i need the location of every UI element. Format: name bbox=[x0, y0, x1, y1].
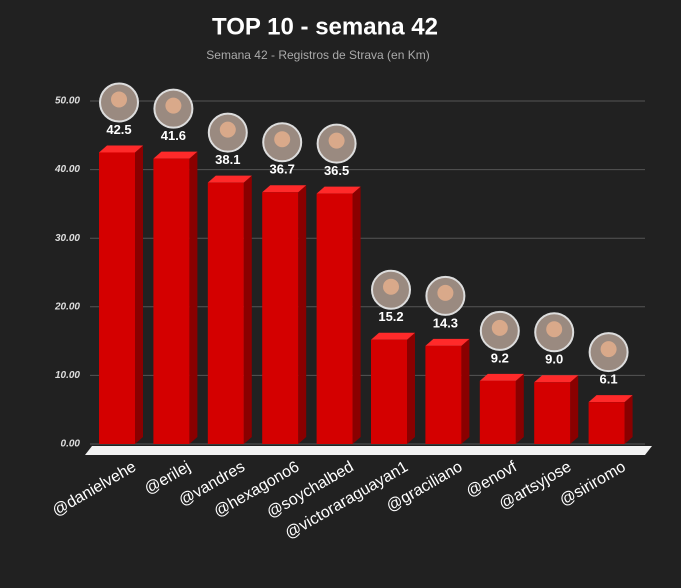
bar bbox=[479, 380, 516, 444]
bar bbox=[262, 192, 299, 444]
y-tick-label: 50.00 bbox=[55, 96, 80, 107]
bar-top bbox=[99, 145, 143, 153]
value-label: 42.5 bbox=[106, 122, 131, 137]
value-label: 38.1 bbox=[215, 152, 240, 167]
chart-subtitle: Semana 42 - Registros de Strava (en Km) bbox=[206, 48, 429, 62]
value-label: 9.0 bbox=[545, 352, 563, 367]
bar bbox=[371, 339, 407, 444]
bar-side bbox=[135, 145, 143, 444]
bar-top bbox=[588, 395, 633, 403]
bar bbox=[153, 158, 190, 444]
bar-side bbox=[189, 151, 198, 444]
chart-title: TOP 10 - semana 42 bbox=[212, 13, 438, 40]
bar bbox=[99, 152, 135, 444]
bar bbox=[425, 345, 462, 444]
bar-top bbox=[371, 332, 415, 340]
bar-top bbox=[534, 375, 579, 383]
bar bbox=[316, 193, 353, 444]
avatar-face bbox=[546, 321, 563, 338]
bar-side bbox=[352, 186, 361, 445]
bar-side bbox=[515, 373, 524, 444]
avatar-face bbox=[437, 284, 454, 301]
x-tick-label: @danielvehe bbox=[50, 458, 140, 520]
avatar-face bbox=[111, 91, 127, 108]
bar-top bbox=[207, 175, 252, 183]
value-label: 15.2 bbox=[378, 309, 403, 324]
bar-top bbox=[479, 373, 524, 381]
value-label: 41.6 bbox=[161, 128, 186, 143]
floor bbox=[85, 446, 652, 455]
bar bbox=[534, 382, 571, 444]
bar-side bbox=[407, 332, 415, 444]
bar-top bbox=[153, 151, 198, 159]
bar-top bbox=[262, 185, 307, 193]
avatar-face bbox=[274, 131, 291, 148]
bar-side bbox=[624, 395, 633, 444]
bar-side bbox=[570, 375, 579, 444]
bar-top bbox=[316, 186, 361, 194]
value-label: 36.5 bbox=[324, 163, 349, 178]
avatar-face bbox=[383, 278, 399, 295]
avatar-face bbox=[219, 121, 236, 138]
bar-side bbox=[243, 175, 252, 444]
value-label: 14.3 bbox=[433, 315, 458, 330]
avatar-face bbox=[491, 319, 508, 336]
avatar-face bbox=[328, 132, 345, 149]
y-tick-label: 40.00 bbox=[54, 164, 80, 175]
bar-side bbox=[461, 338, 470, 444]
value-label: 6.1 bbox=[600, 372, 618, 387]
bar bbox=[207, 182, 244, 444]
bar-side bbox=[298, 185, 307, 444]
y-tick-label: 20.00 bbox=[54, 301, 80, 312]
y-tick-label: 10.00 bbox=[55, 370, 80, 381]
y-tick-label: 0.00 bbox=[61, 439, 81, 450]
bar bbox=[588, 402, 625, 444]
bar-top bbox=[425, 338, 470, 346]
value-label: 36.7 bbox=[270, 162, 295, 177]
value-label: 9.2 bbox=[491, 350, 509, 365]
avatar-face bbox=[165, 97, 182, 114]
y-tick-label: 30.00 bbox=[55, 233, 80, 244]
avatar-face bbox=[600, 341, 617, 358]
